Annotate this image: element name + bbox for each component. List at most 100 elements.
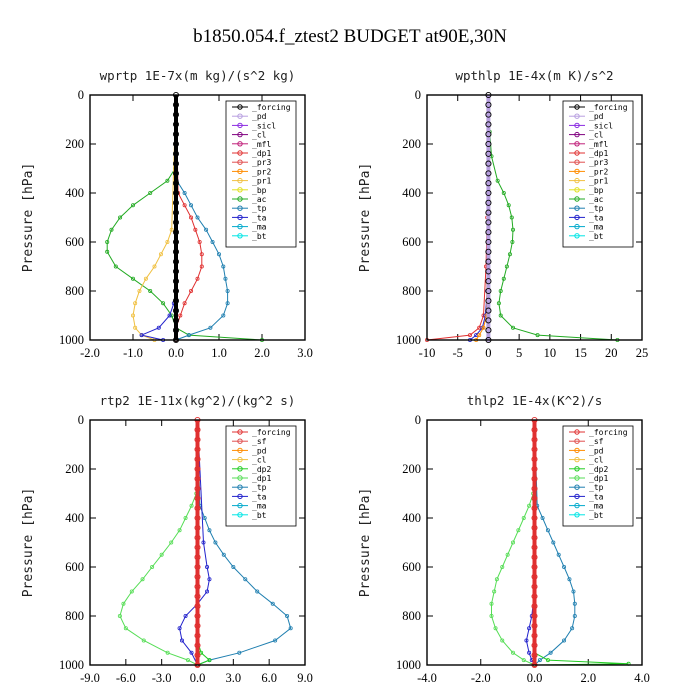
- x-tick-label: 0.0: [190, 671, 206, 685]
- y-tick-label: 1000: [59, 658, 84, 672]
- series-line-tp: [197, 419, 292, 666]
- zero-marker: [194, 642, 201, 649]
- zero-marker: [172, 317, 180, 324]
- data-point: [498, 313, 503, 318]
- y-axis-label: Pressure [hPa]: [358, 163, 373, 273]
- series-line-ac: [487, 94, 618, 341]
- legend-marker: [237, 141, 243, 147]
- data-point: [150, 565, 155, 570]
- legend-marker: [237, 104, 243, 110]
- y-tick-label: 200: [65, 137, 84, 151]
- zero-marker: [194, 622, 201, 629]
- zero-marker: [194, 612, 201, 620]
- data-point: [510, 650, 515, 655]
- zero-marker: [531, 475, 538, 482]
- zero-marker: [172, 131, 180, 138]
- data-point: [133, 301, 138, 306]
- data-point: [498, 288, 503, 293]
- legend-marker: [574, 159, 580, 165]
- data-point: [118, 215, 123, 220]
- data-point: [243, 577, 248, 582]
- data-point: [567, 577, 572, 582]
- legend-marker: [237, 177, 243, 184]
- series-line-pr1: [132, 94, 177, 341]
- zero-marker: [485, 307, 492, 314]
- zero-marker: [172, 180, 180, 187]
- data-point: [527, 503, 532, 508]
- legend-marker: [574, 113, 580, 119]
- y-tick-label: 0: [78, 413, 84, 427]
- zero-marker: [194, 456, 201, 463]
- zero-marker: [485, 189, 492, 197]
- data-point: [205, 589, 210, 594]
- x-tick-label: -10: [419, 346, 436, 360]
- legend-label: _tp: [589, 204, 604, 213]
- legend-marker: [574, 150, 580, 156]
- data-point: [169, 227, 174, 232]
- zero-marker: [531, 563, 538, 571]
- zero-marker: [531, 426, 538, 433]
- data-point: [105, 239, 110, 244]
- legend-marker: [237, 447, 243, 454]
- legend-marker: [237, 502, 243, 509]
- zero-marker: [485, 131, 492, 138]
- zero-marker: [531, 485, 538, 492]
- legend-label: _tp: [252, 483, 267, 492]
- zero-marker: [485, 317, 492, 324]
- legend-label: _pd: [252, 446, 267, 455]
- data-point: [489, 614, 494, 619]
- data-point: [199, 252, 204, 257]
- plot-frame: [89, 94, 306, 341]
- zero-marker: [485, 180, 492, 187]
- legend-marker: [574, 502, 580, 509]
- data-point: [199, 264, 204, 269]
- legend-marker: [237, 484, 243, 490]
- zero-marker: [485, 219, 492, 226]
- data-point: [117, 614, 122, 619]
- series-markers-tp: [195, 503, 293, 668]
- data-point: [288, 626, 293, 631]
- legend: _forcing_sf_pd_cl_dp2_dp1_tp_ta_ma_bt: [225, 425, 297, 527]
- legend-label: _pd: [252, 112, 267, 121]
- zero-marker: [172, 111, 180, 118]
- zero-marker: [172, 278, 180, 285]
- figure-title: b1850.054.f_ztest2 BUDGET at90E,30N: [193, 26, 507, 47]
- data-point: [207, 658, 212, 663]
- data-point: [493, 626, 498, 631]
- zero-marker: [194, 426, 201, 433]
- y-tick-label: 0: [78, 88, 84, 102]
- chart-panel-3: rtp2 1E-11x(kg^2)/(kg^2 s) Pressure [hPa]…: [21, 393, 313, 685]
- data-point: [506, 203, 511, 208]
- legend-marker: [574, 177, 580, 184]
- zero-marker: [485, 238, 492, 246]
- legend-label: _dp2: [252, 465, 271, 474]
- zero-marker: [172, 170, 180, 177]
- legend-label: _ac: [252, 195, 267, 204]
- legend-marker: [237, 196, 243, 202]
- zero-marker: [531, 524, 538, 531]
- data-point: [158, 252, 163, 257]
- x-tick-label: 0.0: [168, 346, 184, 360]
- zero-marker: [485, 160, 492, 167]
- x-tick-label: -6.0: [116, 671, 136, 685]
- x-tick-label: 2.0: [254, 346, 270, 360]
- zero-marker: [485, 248, 492, 255]
- legend-marker: [237, 512, 243, 518]
- data-point: [501, 190, 506, 195]
- x-tick-label: 20: [605, 346, 618, 360]
- x-tick-label: 1.0: [211, 346, 227, 360]
- y-tick-label: 400: [65, 186, 84, 200]
- data-point: [152, 264, 157, 269]
- legend-label: _ta: [252, 213, 267, 222]
- data-point: [189, 288, 194, 293]
- data-point: [105, 249, 110, 254]
- data-point: [169, 540, 174, 545]
- zero-marker: [531, 612, 538, 620]
- legend-marker: [237, 205, 243, 211]
- data-point: [221, 264, 226, 269]
- legend-marker: [574, 205, 580, 211]
- data-point: [225, 288, 230, 293]
- x-tick-label: -5: [453, 346, 463, 360]
- zero-marker: [172, 219, 180, 226]
- series-markers-dp1: [117, 491, 200, 668]
